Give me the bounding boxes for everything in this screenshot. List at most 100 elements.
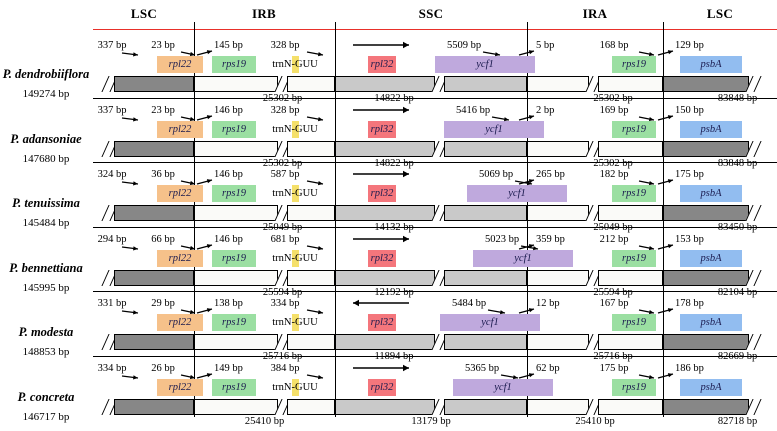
bp-ycf1-1: 5416 bp [455, 104, 491, 116]
bar-ira-a-1 [527, 140, 589, 157]
bar-ira-a-5 [527, 398, 589, 415]
bottom-seglen-irb: 25410 bp [244, 415, 285, 427]
ptr-ssc-ira-0 [518, 50, 535, 56]
seglen-ssc-3: 12192 bp [374, 286, 414, 298]
species-size-5: 146717 bp [22, 410, 70, 423]
bp-ssc-ira-5: 62 bp [536, 362, 560, 374]
bar-irb-b-4 [287, 334, 335, 350]
bar-ira-b-2 [598, 205, 663, 221]
bar-ira-a-4 [527, 334, 589, 350]
bp-trnN-0: 328 bp [270, 40, 300, 51]
ptr-rpl22-right-5 [180, 373, 196, 379]
ptr-psbA-1 [657, 114, 674, 121]
bar-ira-a-2 [527, 205, 589, 221]
bar-ira-b-1 [598, 140, 663, 157]
species-size-1: 147680 bp [22, 152, 70, 165]
ptr-ycf1-1 [491, 115, 510, 121]
ptr-rps19-ira-2 [638, 180, 655, 186]
bp-rps19-ira-2: 182 bp [599, 169, 629, 180]
rpl32-direction-arrow-1 [353, 106, 409, 113]
bar-ssc-a-2 [335, 205, 435, 221]
bar-lsc-right-3 [663, 269, 749, 286]
bp-rps19-irb-2: 146 bp [214, 169, 243, 180]
bar-ira-a-3 [527, 269, 589, 286]
ptr-psbA-0 [657, 50, 674, 56]
bp-psbA-2: 175 bp [675, 169, 704, 180]
ptr-rps19-ira-5 [638, 373, 655, 379]
gene-ycf1-4: ycf1 [440, 314, 540, 331]
gene-rps19-irb-1: rps19 [212, 120, 256, 138]
bp-ycf1-3: 5023 bp [484, 233, 520, 245]
bp-trnN-2: 587 bp [270, 169, 300, 180]
bar-ssc-b-2 [444, 205, 527, 221]
region-header-ira-3: IRA [582, 6, 608, 21]
bottom-seglen-ira: 25410 bp [575, 415, 615, 427]
bp-psbA-1: 150 bp [675, 104, 704, 116]
gene-psbA-2: psbA [680, 185, 742, 202]
bar-lsc-right-2 [663, 205, 749, 221]
species-name-2: P. tenuissima [12, 196, 80, 210]
seglen-lsc-2: 83450 bp [717, 222, 758, 233]
bar-lsc-left-5 [114, 398, 194, 415]
gene-rps19-ira-4: rps19 [612, 314, 656, 331]
bar-ssc-b-1 [444, 140, 527, 157]
ptr-psbA-3 [657, 243, 674, 250]
ptr-trnN-1 [306, 115, 324, 121]
bar-irb-a-5 [194, 398, 278, 415]
bp-psbA-3: 153 bp [675, 233, 704, 245]
bp-psbA-5: 186 bp [675, 362, 704, 374]
bar-ira-b-3 [598, 269, 663, 286]
bar-irb-a-1 [194, 140, 278, 157]
gene-ycf1-3: ycf1 [473, 249, 573, 267]
bar-ira-b-5 [598, 398, 663, 415]
ptr-rpl22-right-3 [180, 244, 196, 250]
seglen-ira-0: 25302 bp [593, 93, 633, 104]
bar-ssc-b-0 [444, 76, 527, 92]
gene-trnN-0: trnN-GUU [272, 59, 318, 70]
bp-rpl22-left-4: 331 bp [97, 298, 127, 309]
gene-trnN-2: trnN-GUU [272, 188, 318, 199]
bp-rpl22-left-0: 337 bp [97, 40, 127, 51]
bar-irb-a-4 [194, 334, 278, 350]
ptr-rps19-irb-3 [196, 243, 213, 250]
gene-rps19-ira-1: rps19 [612, 120, 656, 138]
rpl32-direction-arrow-2 [353, 170, 409, 178]
trn-highlight-2 [292, 185, 299, 202]
trn-highlight-3 [292, 249, 299, 267]
ptr-ssc-ira-5 [518, 372, 535, 379]
gene-psbA-4: psbA [680, 314, 742, 331]
seglen-irb-1: 25302 bp [262, 157, 303, 169]
ptr-rps19-ira-4 [638, 309, 655, 315]
row-separator-1 [93, 97, 777, 99]
bp-ycf1-4: 5484 bp [451, 298, 487, 309]
gene-rpl22-1: rpl22 [157, 120, 203, 138]
species-size-3: 145995 bp [22, 281, 70, 294]
header-divider-rule [93, 29, 777, 30]
gene-psbA-0: psbA [680, 56, 742, 73]
gene-trnN-3: trnN-GUU [272, 252, 318, 264]
bp-rpl22-left-3: 294 bp [97, 233, 127, 245]
species-name-0: P. dendrobiiflora [2, 67, 90, 81]
ptr-rpl22-left-4 [121, 310, 139, 315]
seglen-ira-4: 25716 bp [593, 351, 633, 362]
bp-rpl22-right-4: 29 bp [151, 298, 175, 309]
gene-rps19-irb-2: rps19 [212, 185, 256, 202]
ptr-rps19-ira-1 [638, 115, 655, 121]
rpl32-direction-arrow-3 [353, 235, 409, 242]
gene-trnN-1: trnN-GUU [272, 123, 318, 135]
bottom-seglen-ssc: 13179 bp [411, 415, 451, 427]
bp-ssc-ira-3: 359 bp [536, 233, 565, 245]
bp-rps19-irb-1: 146 bp [214, 104, 243, 116]
gene-rpl22-5: rpl22 [157, 378, 203, 396]
bar-lsc-left-0 [114, 76, 194, 92]
gene-rpl32-3: rpl32 [368, 249, 396, 267]
bar-lsc-right-4 [663, 334, 749, 350]
gene-rps19-ira-3: rps19 [612, 249, 656, 267]
bp-psbA-0: 129 bp [675, 40, 704, 51]
seglen-irb-2: 25049 bp [262, 222, 303, 233]
bar-irb-b-2 [287, 205, 335, 221]
bp-ycf1-2: 5069 bp [478, 169, 514, 180]
seglen-lsc-1: 83848 bp [717, 157, 758, 169]
ptr-ssc-ira-2 [518, 179, 535, 185]
